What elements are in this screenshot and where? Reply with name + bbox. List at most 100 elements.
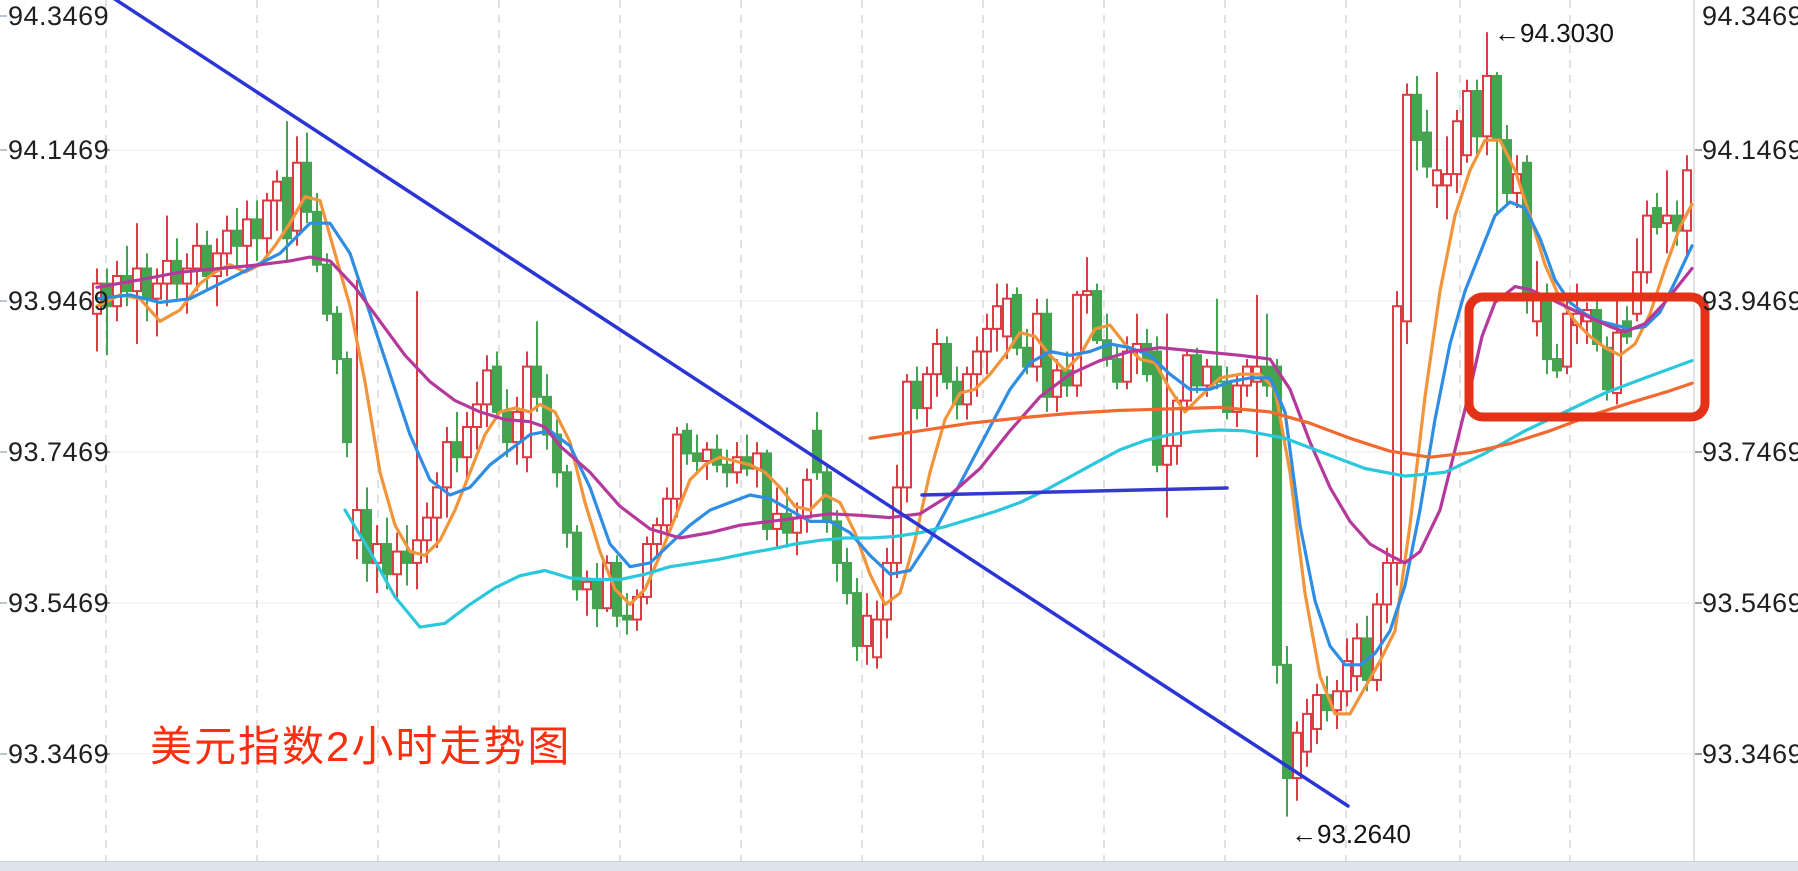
ma-magenta	[95, 255, 1694, 565]
y-axis-label-right: 93.5469	[1702, 588, 1798, 618]
low-price-annotation: ←93.2640	[1291, 819, 1411, 849]
candle-down	[1282, 645, 1292, 817]
candle-down	[1192, 347, 1202, 394]
candle-up	[1682, 155, 1692, 258]
candle-down	[232, 208, 242, 269]
candle-down	[172, 238, 182, 299]
candle-up	[802, 468, 812, 533]
candle-up	[1172, 396, 1182, 465]
candle-down	[912, 366, 922, 420]
candle-up	[792, 502, 802, 556]
candle-up	[262, 192, 272, 261]
candle-up	[1612, 294, 1622, 405]
candle-up	[1452, 109, 1462, 193]
y-axis-label-left: 94.3469	[8, 1, 110, 31]
candle-up	[982, 313, 992, 375]
candle-up	[272, 170, 282, 231]
candle-up	[132, 223, 142, 344]
highlight-box[interactable]	[1464, 292, 1710, 422]
candle-up	[862, 593, 872, 665]
candle-down	[1422, 109, 1432, 178]
candle-down	[202, 230, 212, 292]
candle-up	[902, 374, 912, 503]
candle-down	[332, 306, 342, 375]
candle-down	[562, 464, 572, 548]
trendline-main[interactable]	[104, 0, 1350, 808]
candle-up	[1402, 83, 1412, 344]
candle-up	[1302, 698, 1312, 767]
candle-up	[932, 328, 942, 397]
candle-down	[692, 434, 702, 473]
candle-up	[922, 366, 932, 428]
candle-down	[532, 321, 542, 412]
y-axis-label-left: 94.1469	[8, 135, 110, 165]
candle-down	[1412, 75, 1422, 171]
candle-up	[1462, 79, 1472, 163]
candle-down	[1152, 336, 1162, 473]
candle-down	[742, 434, 752, 477]
candle-up	[1482, 32, 1492, 156]
y-axis-label-right: 94.3469	[1702, 1, 1798, 31]
candle-up	[1082, 257, 1092, 314]
candle-down	[1502, 125, 1512, 205]
candle-down	[722, 449, 732, 488]
candle-up	[602, 555, 612, 612]
candle-down	[1092, 283, 1102, 344]
candle-down	[852, 578, 862, 662]
candle-down	[572, 525, 582, 601]
candle-down	[1652, 192, 1662, 235]
candle-up	[872, 600, 882, 669]
candle-down	[1492, 72, 1502, 216]
candle-down	[362, 487, 372, 582]
candle-up	[662, 487, 672, 541]
candle-down	[302, 132, 312, 224]
candle-up	[882, 547, 892, 639]
candle-up	[182, 253, 192, 314]
candle-up	[462, 411, 472, 480]
y-axis-label-left: 93.5469	[8, 588, 110, 618]
candle-up	[642, 536, 652, 605]
ma-blue	[95, 200, 1694, 667]
candle-down	[1622, 306, 1632, 344]
candle-up	[1662, 170, 1672, 254]
candle-up	[1072, 291, 1082, 397]
candle-down	[1212, 298, 1222, 390]
candle-up	[1342, 638, 1352, 707]
high-price-annotation: ←94.3030	[1494, 18, 1614, 48]
candle-down	[502, 389, 512, 458]
candle-up	[752, 442, 762, 488]
trendline-minor[interactable]	[920, 486, 1229, 497]
candle-up	[892, 464, 902, 579]
candle-up	[1312, 683, 1322, 745]
y-axis-label-right: 93.3469	[1702, 739, 1798, 769]
candle-down	[832, 510, 842, 582]
candle-down	[1552, 343, 1562, 378]
candle-up	[1432, 72, 1442, 209]
candle-up	[1442, 136, 1452, 220]
candle-down	[402, 525, 412, 586]
y-axis-label-right: 93.9469	[1702, 286, 1798, 316]
candle-down	[252, 200, 262, 261]
candle-up	[472, 381, 482, 450]
candle-up	[112, 260, 122, 322]
bottom-scrollbar[interactable]	[0, 861, 1798, 871]
candle-down	[712, 434, 722, 473]
y-axis-label-left: 93.9469	[8, 286, 110, 316]
candle-up	[1642, 200, 1652, 284]
candle-down	[342, 351, 352, 458]
candle-up	[672, 427, 682, 518]
candle-down	[1472, 79, 1482, 156]
candle-down	[102, 268, 112, 356]
candle-up	[1392, 291, 1402, 586]
y-axis-label-right: 93.7469	[1702, 437, 1798, 467]
candle-up	[192, 223, 202, 292]
candle-up	[242, 200, 252, 269]
candle-up	[772, 487, 782, 548]
candle-up	[1382, 547, 1392, 624]
candle-up	[292, 136, 302, 246]
candle-up	[1232, 374, 1242, 428]
candle-down	[682, 423, 692, 465]
candle-down	[1012, 287, 1022, 356]
